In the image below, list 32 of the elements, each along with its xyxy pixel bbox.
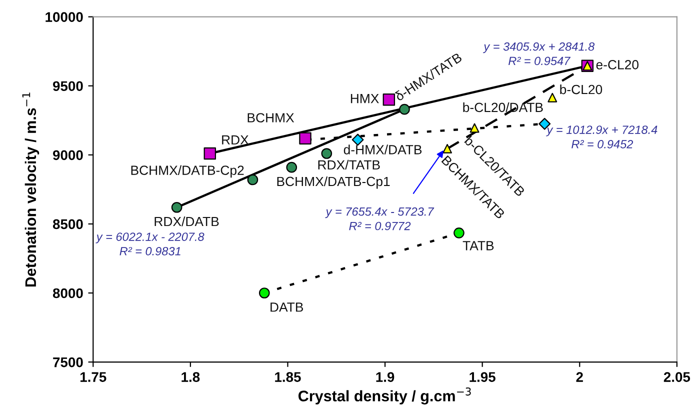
- annotation: y = 7655.4x - 5723.7 R² = 0.9772: [325, 207, 434, 230]
- x-axis-title: Crystal density / g.cm$^{−3}$: [298, 387, 471, 404]
- annotation: d-HMX/DATB: [344, 144, 422, 154]
- annotation: BCHMX/DATB-Cp2: [131, 165, 244, 178]
- y-tick-label: 8000: [52, 288, 83, 298]
- y-tick-label: 9000: [52, 150, 83, 160]
- annotation: e-CL20: [596, 60, 639, 70]
- y-tick-label: 10000: [46, 12, 83, 22]
- x-tick-label: 2: [576, 372, 583, 382]
- y-tick-label: 9500: [52, 81, 83, 92]
- annotation: DATB: [270, 302, 304, 312]
- x-tick-label: 1.75: [80, 372, 106, 382]
- x-tick-label: 1.95: [470, 372, 496, 382]
- annotation: y = 3405.9x + 2841.8 R² = 0.9547: [483, 42, 595, 66]
- annotation: BCHMX/DATB-Cp1: [277, 176, 390, 189]
- x-tick-label: 2.05: [664, 372, 690, 382]
- annotation: RDX: [222, 135, 249, 144]
- x-tick-label: 1.9: [376, 372, 394, 382]
- annotation: y = 1012.9x + 7218.4 R² = 0.9452: [546, 126, 658, 148]
- y-axis-title: Detonation velocity / m.s$^{−1}$: [22, 92, 40, 287]
- annotation: TATB: [462, 241, 494, 250]
- y-tick-label: 7500: [53, 357, 83, 368]
- annotation: RDX/TATB: [318, 160, 380, 170]
- y-tick-label: 8500: [52, 219, 83, 230]
- annotation: RDX/DATB: [154, 216, 219, 226]
- x-tick-label: 1.8: [182, 372, 200, 382]
- annotation: b-CL20/DATB: [463, 102, 543, 112]
- annotation: b-CL20: [560, 84, 602, 94]
- annotation: HMX: [350, 94, 379, 104]
- annotation: BCHMX: [248, 113, 294, 122]
- annotation: y = 6022.1x - 2207.8 R² = 0.9831: [96, 232, 204, 256]
- x-tick-label: 1.85: [275, 372, 301, 382]
